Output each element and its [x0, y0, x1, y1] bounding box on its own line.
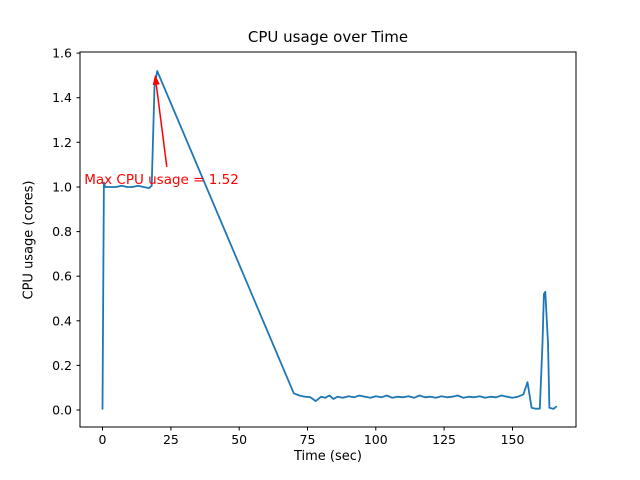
x-tick-label: 0 [99, 432, 107, 447]
y-tick-label: 1.0 [52, 180, 72, 195]
y-tick-label: 0.4 [52, 313, 72, 328]
x-tick-label: 150 [501, 432, 525, 447]
x-tick-label: 100 [364, 432, 388, 447]
x-tick-label: 75 [300, 432, 316, 447]
y-tick-label: 0.0 [52, 403, 72, 418]
y-tick-label: 0.8 [52, 224, 72, 239]
annotation-text: Max CPU usage = 1.52 [84, 172, 239, 188]
cpu-usage-line [101, 70, 558, 410]
y-axis-label: CPU usage (cores) [21, 180, 37, 300]
y-tick-label: 1.6 [52, 46, 72, 61]
x-axis-label: Time (sec) [293, 449, 362, 464]
annotation-arrowhead [152, 74, 160, 86]
x-tick-label: 25 [163, 432, 179, 447]
annotation-arrow [155, 84, 168, 167]
y-tick-label: 0.6 [52, 269, 72, 284]
plot-frame [79, 51, 577, 428]
x-tick-label: 50 [231, 432, 247, 447]
x-tick-label: 125 [432, 432, 456, 447]
chart-title: CPU usage over Time [247, 28, 409, 46]
y-tick-label: 1.4 [52, 90, 72, 105]
y-tick-label: 0.2 [52, 358, 72, 373]
y-tick-label: 1.2 [52, 135, 72, 150]
